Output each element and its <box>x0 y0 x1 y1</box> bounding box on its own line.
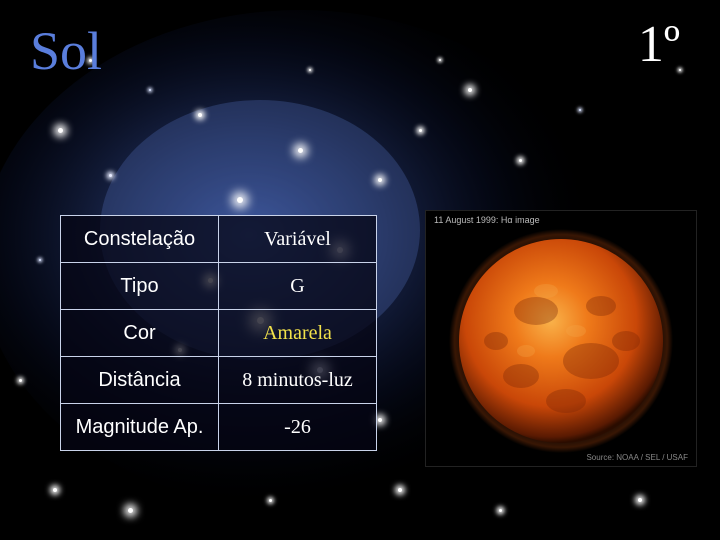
star <box>39 259 41 261</box>
star <box>19 379 22 382</box>
table-label: Cor <box>61 310 219 357</box>
star <box>468 88 472 92</box>
rank-indicator: 1º <box>638 15 680 74</box>
table-label: Constelação <box>61 216 219 263</box>
star <box>419 129 422 132</box>
table-row: TipoG <box>61 263 377 310</box>
star <box>53 488 57 492</box>
star <box>309 69 311 71</box>
star <box>198 113 202 117</box>
star <box>378 178 382 182</box>
star <box>499 509 502 512</box>
table-value: G <box>219 263 377 310</box>
table-row: Distância8 minutos-luz <box>61 357 377 404</box>
slide: Sol 1º ConstelaçãoVariávelTipoGCorAmarel… <box>0 0 720 540</box>
sun-image-source: Source: NOAA / SEL / USAF <box>586 453 688 462</box>
star <box>398 488 402 492</box>
star <box>378 418 382 422</box>
star <box>58 128 63 133</box>
star <box>519 159 522 162</box>
star <box>237 197 243 203</box>
table-value: Variável <box>219 216 377 263</box>
star <box>579 109 581 111</box>
sun-image-caption: 11 August 1999: Hα image <box>434 215 540 225</box>
table-label: Tipo <box>61 263 219 310</box>
table-row: Magnitude Ap.-26 <box>61 404 377 451</box>
star-data-table: ConstelaçãoVariávelTipoGCorAmarelaDistân… <box>60 215 377 451</box>
table-row: ConstelaçãoVariável <box>61 216 377 263</box>
star <box>439 59 441 61</box>
table-value: Amarela <box>219 310 377 357</box>
table-label: Magnitude Ap. <box>61 404 219 451</box>
sun-image: 11 August 1999: Hα image <box>425 210 697 467</box>
star <box>128 508 133 513</box>
table-value: -26 <box>219 404 377 451</box>
sun-disc <box>426 211 696 466</box>
star <box>149 89 151 91</box>
star <box>269 499 272 502</box>
table-label: Distância <box>61 357 219 404</box>
table-row: CorAmarela <box>61 310 377 357</box>
star <box>109 174 112 177</box>
star <box>638 498 642 502</box>
table-value: 8 minutos-luz <box>219 357 377 404</box>
slide-title: Sol <box>30 20 102 82</box>
star <box>298 148 303 153</box>
